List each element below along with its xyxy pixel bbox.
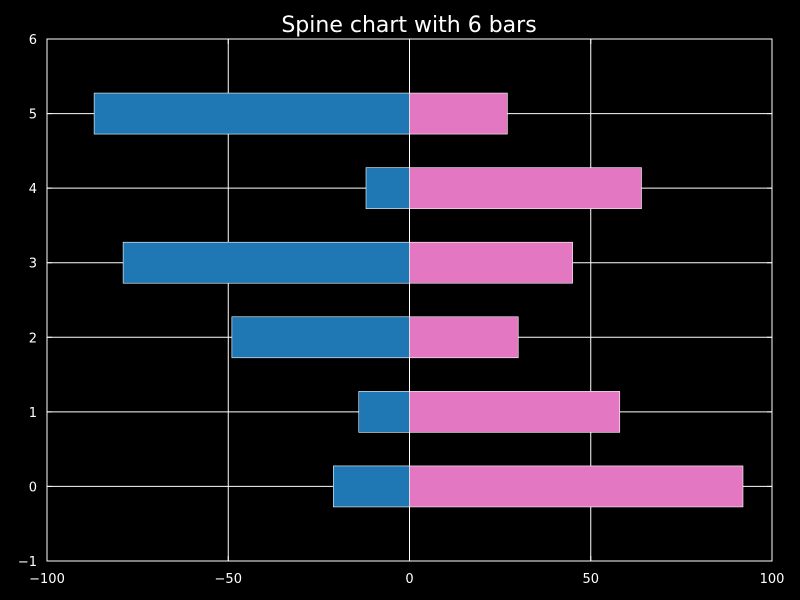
y-tick-label: 5 <box>29 108 37 123</box>
bar-negative <box>333 465 410 508</box>
y-tick-label: 0 <box>29 480 37 495</box>
y-tick-label: 3 <box>29 257 37 272</box>
ticks-layer: −100 −50 0 50 100 −1 0 1 2 3 4 5 6 <box>18 33 785 587</box>
bar-negative <box>358 391 410 433</box>
chart-title: Spine chart with 6 bars <box>281 13 536 38</box>
bar-positive <box>409 391 621 433</box>
bar-positive <box>409 241 573 284</box>
bar-negative <box>93 92 410 135</box>
bar-negative <box>231 316 410 359</box>
x-tick-label: 0 <box>405 572 413 587</box>
x-tick-label: −50 <box>215 572 242 587</box>
x-tick-label: −100 <box>29 572 65 587</box>
y-tick-label: −1 <box>18 555 37 570</box>
x-tick-label: 50 <box>582 572 599 587</box>
bars-layer <box>93 92 744 508</box>
bar-positive <box>409 167 642 209</box>
bar-positive <box>409 465 744 508</box>
y-tick-label: 2 <box>29 331 37 346</box>
bar-positive <box>409 316 519 359</box>
x-tick-label: 100 <box>760 572 785 587</box>
bar-negative <box>365 167 410 209</box>
y-tick-label: 6 <box>29 33 37 48</box>
bar-negative <box>122 241 410 284</box>
bar-positive <box>409 92 508 135</box>
y-tick-label: 4 <box>29 182 37 197</box>
y-tick-label: 1 <box>29 406 37 421</box>
